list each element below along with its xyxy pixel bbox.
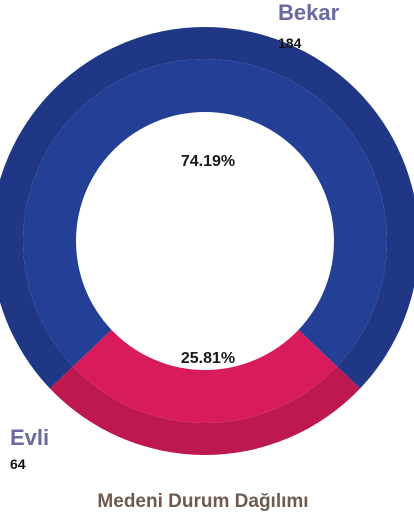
slice-bekar-outer xyxy=(0,27,414,389)
slice-evli xyxy=(73,329,337,423)
slice-evli-outer xyxy=(49,366,361,455)
chart-title: Medeni Durum Dağılımı xyxy=(97,491,308,512)
value-label-bekar: 184 xyxy=(278,35,302,51)
value-label-evli: 64 xyxy=(10,456,26,472)
slice-bekar xyxy=(23,59,387,367)
donut-slices xyxy=(0,27,414,455)
percent-label-evli: 25.81% xyxy=(181,350,235,367)
percent-label-bekar: 74.19% xyxy=(181,153,235,170)
category-label-evli: Evli xyxy=(10,425,49,450)
donut-labels: 74.19% Bekar 184 25.81% Evli 64 xyxy=(10,0,340,472)
category-label-bekar: Bekar xyxy=(278,0,340,25)
